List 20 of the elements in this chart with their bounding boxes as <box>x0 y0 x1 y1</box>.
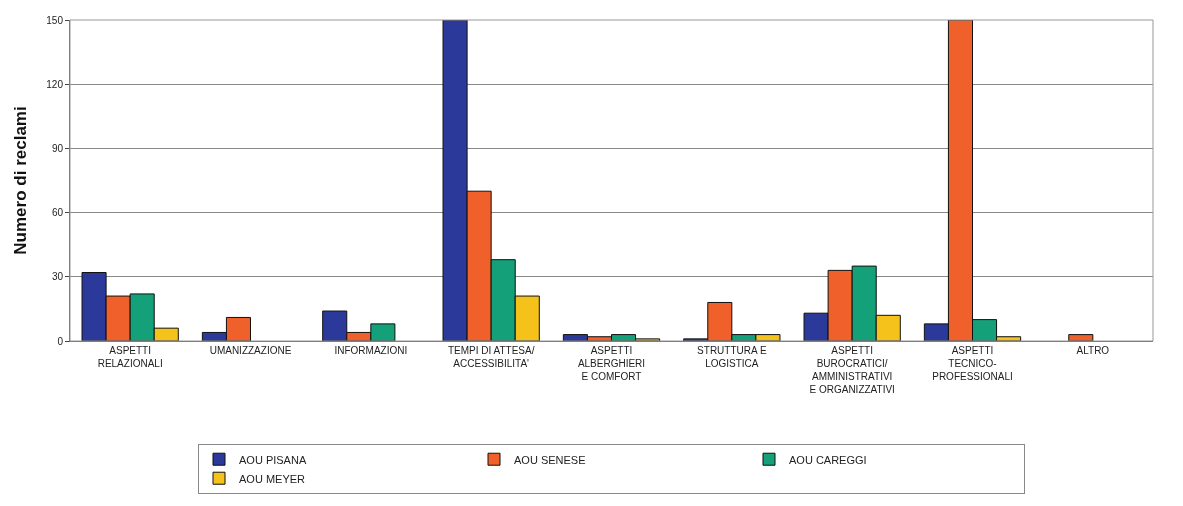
x-tick-label: ASPETTI RELAZIONALI <box>97 345 163 369</box>
x-tick-label: ASPETTI BUROCRATICI/ AMMINISTRATIVI E ORGANIZZATIVI <box>809 345 895 395</box>
x-tick-label: ASPETTI ALBERGHIERI E COMFORT <box>577 345 646 382</box>
x-tick-label: TEMPI DI ATTESA/ ACCESSIBILITA' <box>447 345 535 369</box>
legend-label: AOU SENESE <box>514 453 586 466</box>
y-tick-label: 90 <box>51 142 64 154</box>
y-tick-label: 0 <box>57 335 64 347</box>
x-tick-label: UMANIZZAZIONE <box>209 345 292 356</box>
x-tick-label: INFORMAZIONI <box>334 345 408 356</box>
y-tick-label: 60 <box>51 207 64 219</box>
legend-label: AOU PISANA <box>239 453 307 466</box>
legend-label: AOU CAREGGI <box>789 453 867 466</box>
y-axis-title: Numero di reclami <box>11 106 30 255</box>
y-tick-label: 30 <box>51 271 64 283</box>
x-tick-label: ALTRO <box>1076 345 1110 356</box>
legend-label: AOU MEYER <box>239 472 306 485</box>
y-tick-label: 150 <box>46 14 64 26</box>
y-tick-label: 120 <box>46 78 64 90</box>
x-tick-label: STRUTTURA E LOGISTICA <box>697 345 767 369</box>
x-tick-label: ASPETTI TECNICO- PROFESSIONALI <box>932 345 1013 382</box>
